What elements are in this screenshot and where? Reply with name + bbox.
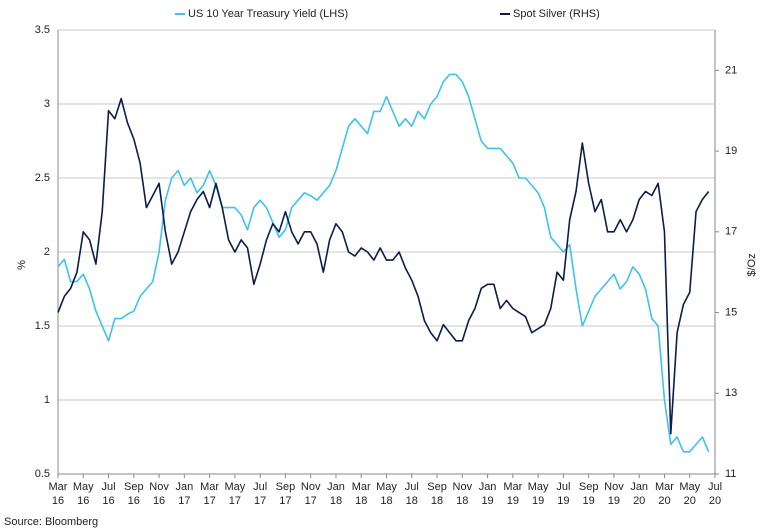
x-tick-label: Mar: [49, 481, 68, 493]
x-tick-label: Mar: [200, 481, 219, 493]
x-tick-label: Sep: [579, 481, 599, 493]
x-tick-label: Jan: [327, 481, 345, 493]
x-tick-label: Jan: [175, 481, 193, 493]
y2-tick-label: 17: [725, 226, 737, 238]
x-tick-label: Jul: [556, 481, 570, 493]
x-tick-label: 17: [203, 495, 215, 507]
y-axis-title: %: [16, 260, 28, 270]
x-tick-label: 18: [456, 495, 468, 507]
y2-axis-title: $/Oz: [746, 253, 758, 276]
x-tick-label: 18: [431, 495, 443, 507]
x-tick-label: May: [679, 481, 700, 493]
y-tick-label: 2.5: [35, 172, 50, 184]
y-tick-label: 0.5: [35, 468, 50, 480]
y2-tick-label: 21: [725, 64, 737, 76]
y2-tick-label: 15: [725, 306, 737, 318]
x-tick-label: 17: [279, 495, 291, 507]
x-tick-label: Jul: [102, 481, 116, 493]
y-tick-label: 1.5: [35, 320, 50, 332]
x-tick-label: Nov: [149, 481, 169, 493]
x-tick-label: Jul: [405, 481, 419, 493]
x-tick-label: 20: [709, 495, 721, 507]
x-tick-label: 17: [229, 495, 241, 507]
x-tick-label: 19: [583, 495, 595, 507]
x-tick-label: 18: [355, 495, 367, 507]
x-tick-label: 16: [77, 495, 89, 507]
y2-tick-label: 13: [725, 387, 737, 399]
x-tick-label: Jan: [479, 481, 497, 493]
x-tick-label: 16: [102, 495, 114, 507]
x-tick-label: Mar: [352, 481, 371, 493]
x-tick-label: Nov: [453, 481, 473, 493]
series-line: [57, 73, 710, 453]
x-tick-label: Nov: [604, 481, 624, 493]
x-tick-label: Mar: [655, 481, 674, 493]
x-tick-label: Jul: [253, 481, 267, 493]
x-tick-label: May: [224, 481, 245, 493]
x-tick-label: Mar: [503, 481, 522, 493]
x-tick-label: Sep: [427, 481, 447, 493]
source-note: Source: Bloomberg: [4, 516, 98, 528]
x-tick-label: May: [73, 481, 94, 493]
x-tick-label: Jul: [708, 481, 722, 493]
x-tick-label: 18: [406, 495, 418, 507]
x-tick-label: 16: [128, 495, 140, 507]
x-tick-label: 17: [305, 495, 317, 507]
x-tick-label: 19: [481, 495, 493, 507]
x-tick-label: 20: [633, 495, 645, 507]
x-tick-label: 19: [507, 495, 519, 507]
x-tick-label: 18: [380, 495, 392, 507]
y-tick-label: 1: [44, 394, 50, 406]
x-tick-label: 20: [658, 495, 670, 507]
x-tick-label: Sep: [276, 481, 296, 493]
y2-tick-label: 19: [725, 145, 737, 157]
x-tick-label: 17: [254, 495, 266, 507]
y-tick-label: 2: [44, 246, 50, 258]
y-tick-label: 3: [44, 98, 50, 110]
y2-tick-label: 11: [725, 468, 736, 480]
series-line: [57, 97, 710, 435]
legend-label: US 10 Year Treasury Yield (LHS): [188, 8, 348, 20]
y-tick-label: 3.5: [35, 24, 50, 36]
x-tick-label: 17: [178, 495, 190, 507]
x-tick-label: May: [528, 481, 549, 493]
x-tick-label: 19: [557, 495, 569, 507]
x-tick-label: 19: [532, 495, 544, 507]
x-tick-label: 16: [52, 495, 64, 507]
x-tick-label: Nov: [301, 481, 321, 493]
x-tick-label: Sep: [124, 481, 144, 493]
x-tick-label: 19: [608, 495, 620, 507]
x-tick-label: Jan: [630, 481, 648, 493]
x-tick-label: May: [376, 481, 397, 493]
legend-label: Spot Silver (RHS): [513, 8, 600, 20]
x-tick-label: 16: [153, 495, 165, 507]
x-tick-label: 20: [684, 495, 696, 507]
x-tick-label: 18: [330, 495, 342, 507]
